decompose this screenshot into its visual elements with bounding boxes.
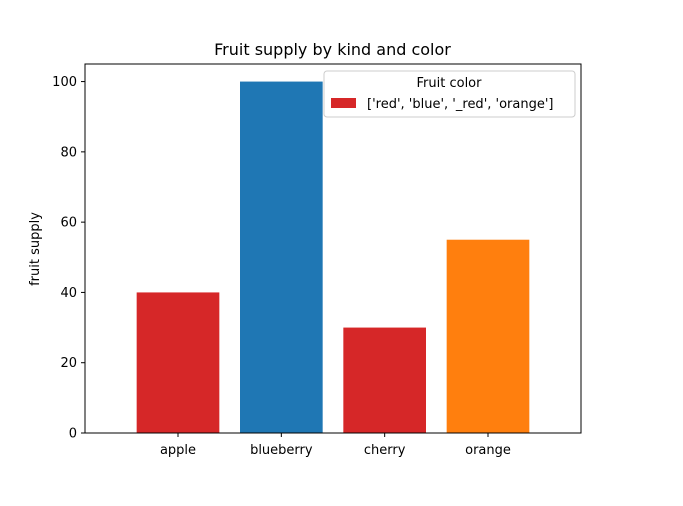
y-tick-label: 100: [52, 75, 77, 90]
y-tick-label: 60: [60, 216, 77, 231]
axes: 0 20 40 60 80 100 apple blueberry cherry orange: [52, 63, 582, 458]
legend-title: Fruit color: [417, 76, 483, 91]
bars: [136, 81, 530, 434]
y-tick-label: 0: [69, 427, 77, 442]
x-tick-label: apple: [160, 443, 196, 458]
y-tick-label: 20: [60, 356, 77, 371]
bar-cherry: [343, 327, 426, 433]
x-tick-label: cherry: [364, 443, 406, 458]
x-tick-label: orange: [465, 443, 511, 458]
legend-label: ['red', 'blue', '_red', 'orange']: [367, 97, 554, 112]
chart-title: Fruit supply by kind and color: [214, 40, 451, 59]
y-tick-label: 80: [60, 145, 77, 160]
bar-blueberry: [240, 81, 323, 434]
y-axis-label: fruit supply: [28, 212, 43, 286]
legend: Fruit color ['red', 'blue', '_red', 'ora…: [323, 70, 576, 118]
legend-frame: [323, 70, 576, 118]
plot-frame: [84, 63, 582, 434]
legend-swatch: [331, 98, 356, 108]
x-tick-label: blueberry: [250, 443, 313, 458]
y-tick-label: 40: [60, 286, 77, 301]
bar-apple: [136, 292, 220, 433]
bar-orange: [446, 239, 530, 433]
